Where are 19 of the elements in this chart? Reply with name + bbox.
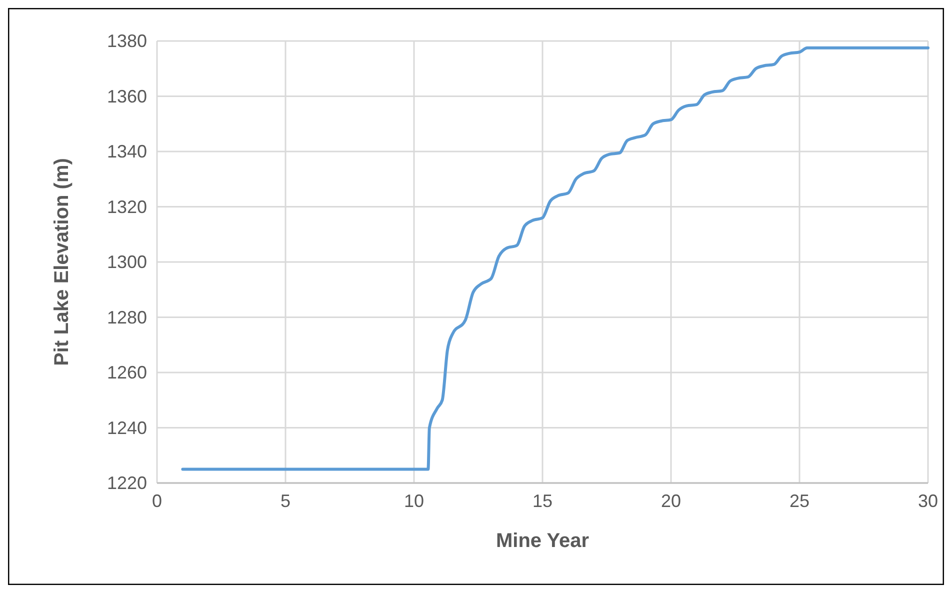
x-axis-title: Mine Year (496, 530, 590, 552)
y-tick-label: 1220 (106, 473, 147, 493)
line-series (181, 46, 930, 471)
x-tick-label: 10 (404, 491, 424, 511)
y-tick-label: 1300 (106, 252, 147, 272)
x-tick-label: 15 (532, 491, 553, 511)
x-tick-label: 0 (152, 491, 162, 511)
y-tick-label: 1360 (106, 86, 147, 106)
y-tick-label: 1280 (106, 307, 147, 328)
x-tick-label: 30 (918, 491, 938, 511)
y-axis-title: Pit Lake Elevation (m) (51, 158, 73, 366)
x-tick-label: 25 (789, 491, 810, 511)
x-tick-label: 20 (660, 491, 682, 511)
y-tick-label: 1340 (106, 142, 147, 162)
x-tick-label: 5 (280, 491, 291, 511)
y-tick-label: 1260 (106, 362, 147, 382)
y-tick-label: 1380 (106, 31, 147, 51)
y-tick-label: 1320 (106, 196, 147, 217)
y-tick-label: 1240 (106, 418, 147, 438)
